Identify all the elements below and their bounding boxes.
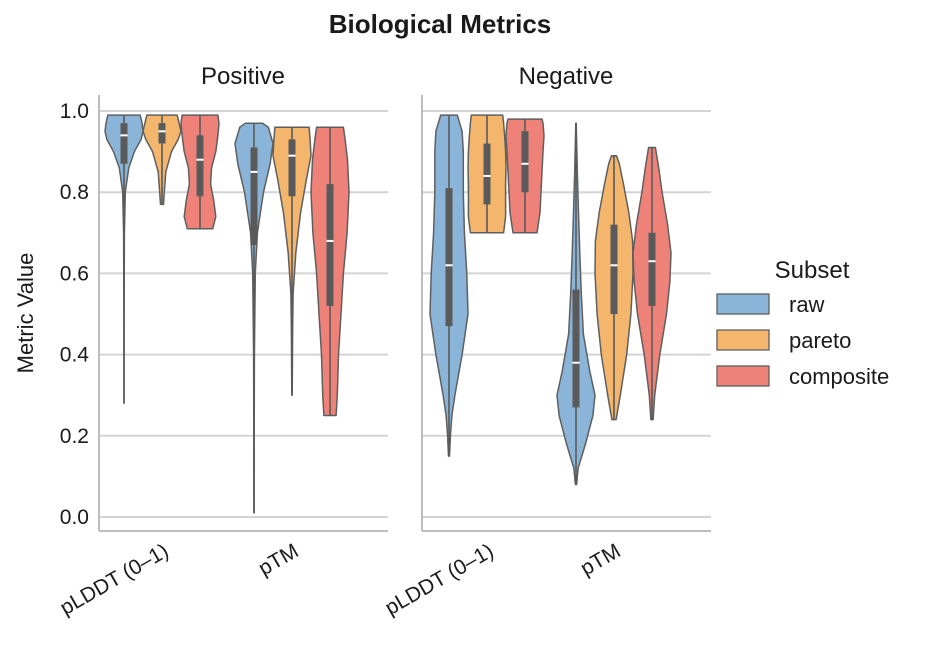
panel-title: Negative [519,63,614,90]
legend-label: composite [789,364,889,389]
violin-ptm-pareto [594,154,634,421]
violin-plddt-0-1-raw [104,114,144,405]
violin-ptm-raw [234,122,274,514]
legend-swatch [716,365,770,387]
legend-swatch [716,329,770,351]
y-axis-label: Metric Value [13,253,38,374]
x-tick-label: pTM [255,539,303,580]
violin-ptm-composite [310,126,350,417]
x-tick-label: pTM [577,539,625,580]
y-tick-label: 0.2 [60,425,89,448]
chart-title: Biological Metrics [329,9,552,39]
violin-plddt-0-1-composite [505,118,545,234]
y-tick-label: 0.4 [60,344,90,367]
x-tick-label: pLDDT (0–1) [381,539,497,619]
y-tick-label: 0.6 [60,262,89,285]
legend-item-pareto: pareto [716,328,851,353]
x-tick-label: pLDDT (0–1) [56,539,172,619]
legend-swatch [716,293,770,315]
y-tick-label: 0.0 [60,506,89,529]
violin-ptm-pareto [272,126,312,396]
legend-label: raw [789,292,825,317]
legend-item-raw: raw [716,292,825,317]
violin-ptm-raw [556,122,596,486]
y-tick-label: 1.0 [60,100,89,123]
legend-title: Subset [775,257,850,284]
y-tick-label: 0.8 [60,181,89,204]
violin-ptm-composite [632,146,672,421]
violin-plddt-0-1-raw [429,114,469,457]
violin-plddt-0-1-pareto [142,114,182,206]
violin-plddt-0-1-composite [180,114,220,230]
legend-item-composite: composite [716,364,889,389]
legend: Subset raw pareto composite [716,257,889,389]
panel-negative: Negative pLDDT (0–1) pTM [381,63,711,620]
panel-positive: Positive 0.0 0.2 0.4 0.6 0.8 1.0 pLDDT (0–1) pTM [56,63,388,620]
violin-plddt-0-1-pareto [467,114,507,234]
panel-title: Positive [201,63,285,90]
legend-label: pareto [789,328,851,353]
